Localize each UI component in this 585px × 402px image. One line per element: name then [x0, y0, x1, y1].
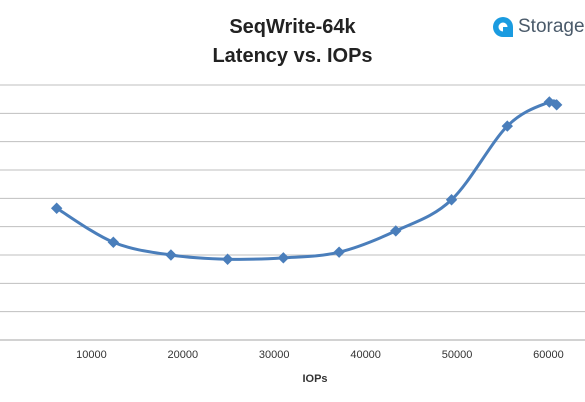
data-point: [543, 96, 556, 108]
series-line: [55, 99, 559, 261]
chart-subtitle: Latency vs. IOPs: [212, 45, 373, 67]
gridlines: [0, 84, 585, 341]
x-tick-label: 20000: [168, 349, 199, 361]
data-point: [277, 252, 290, 264]
data-point: [445, 194, 458, 206]
brand-logo: Storage: [492, 14, 585, 40]
data-point: [50, 202, 63, 214]
brand-name: Storage: [518, 16, 585, 37]
x-tick-label: 30000: [259, 349, 290, 361]
x-axis: 10000 20000 30000 40000 50000 60000: [76, 349, 564, 361]
chart-title: SeqWrite-64k: [229, 16, 356, 38]
data-point: [550, 99, 563, 111]
x-axis-label: IOPs: [302, 373, 327, 385]
data-point: [107, 236, 120, 248]
data-point: [333, 246, 345, 258]
x-tick-label: 40000: [350, 349, 381, 361]
x-tick-label: 60000: [533, 349, 564, 361]
data-point: [165, 249, 177, 261]
series-group: [50, 96, 563, 265]
x-tick-label: 50000: [442, 349, 473, 361]
data-point: [221, 253, 234, 265]
storage-logo-icon: [493, 17, 513, 37]
x-tick-label: 10000: [76, 349, 107, 361]
data-point: [501, 120, 514, 132]
data-point: [390, 225, 402, 237]
